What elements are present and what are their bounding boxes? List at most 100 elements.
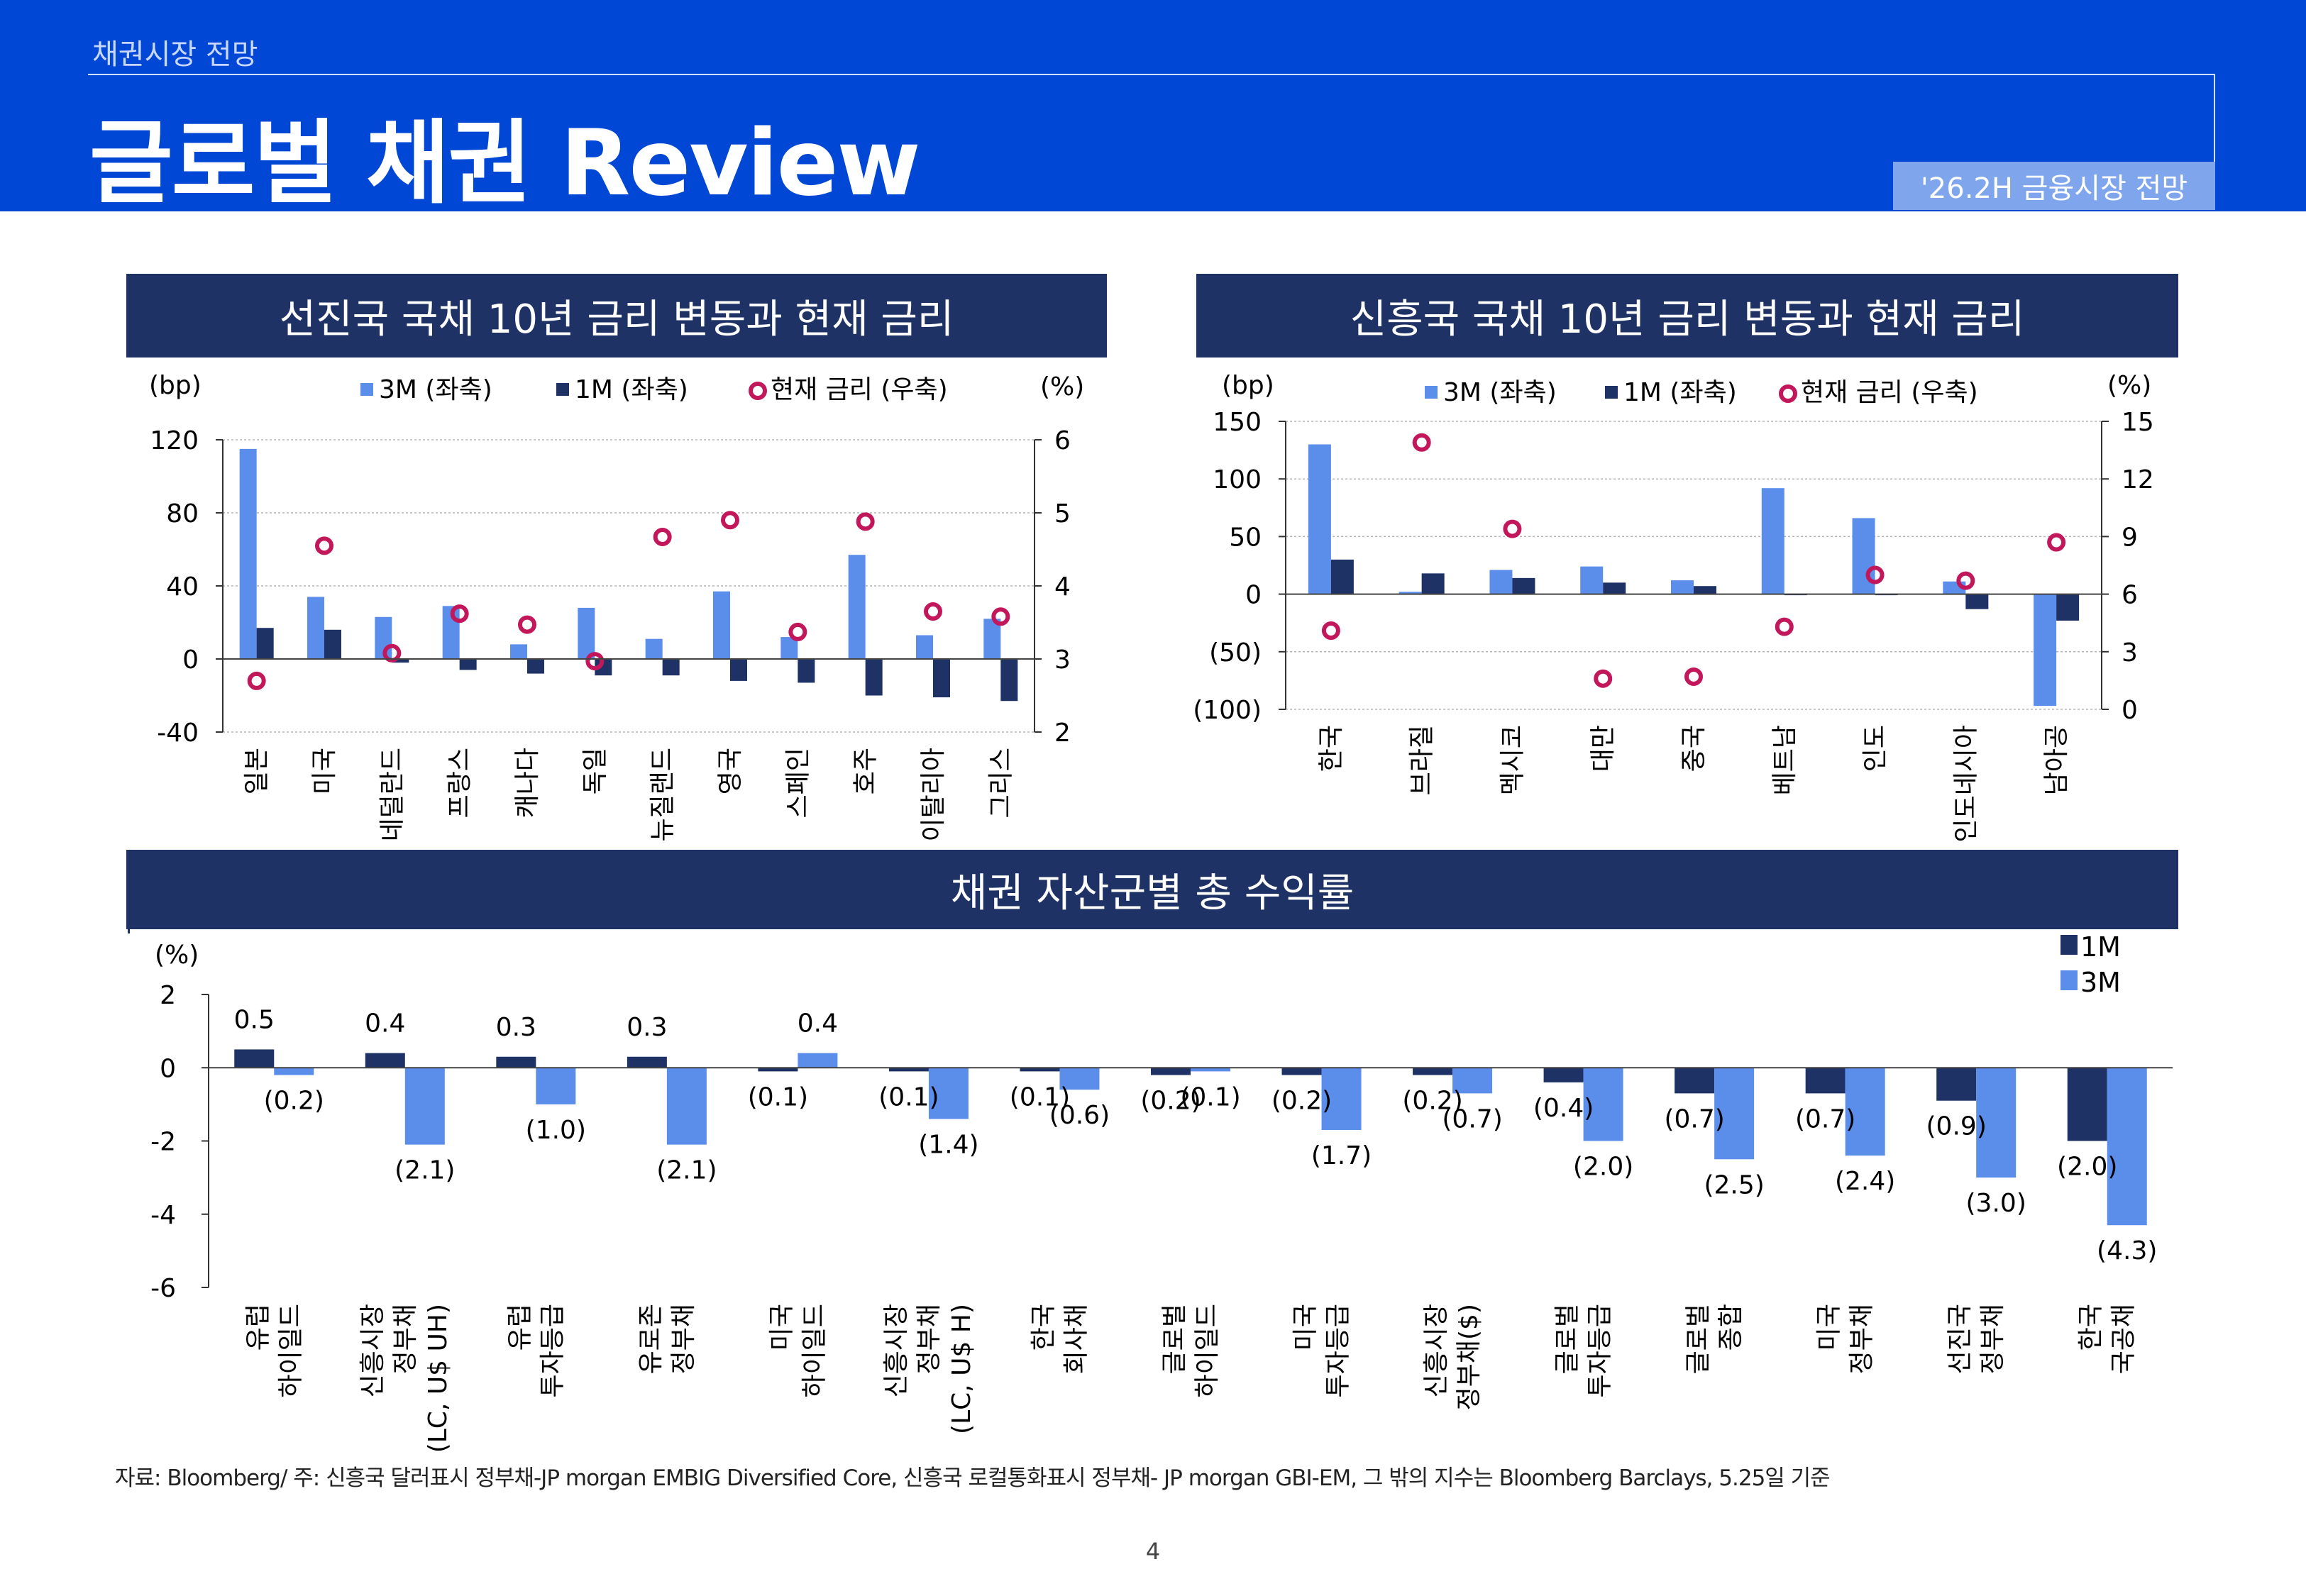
bar-1m — [392, 659, 409, 663]
data-label-3m: (2.1) — [656, 1156, 717, 1185]
bar-3m — [1452, 1068, 1493, 1094]
bar-1m — [365, 1053, 405, 1068]
category-label: 유럽 — [505, 1304, 534, 1351]
bar-3m — [1308, 444, 1331, 594]
data-label-3m: (3.0) — [1966, 1189, 2026, 1218]
data-label-3m: (0.2) — [264, 1087, 324, 1116]
y-tick-label: 2 — [160, 981, 176, 1010]
bar-3m — [404, 1068, 445, 1145]
returns-frame-left — [128, 929, 130, 933]
rate-marker — [788, 622, 807, 641]
data-label-3m: (2.4) — [1835, 1167, 1895, 1196]
legend-label-3m: 3M (좌축) — [379, 375, 492, 404]
left-tick-label: -40 — [157, 719, 199, 748]
rate-marker — [991, 607, 1010, 626]
category-label: 인도네시아 — [1951, 725, 1980, 843]
bar-3m — [2034, 594, 2057, 706]
bar-1m — [1936, 1068, 1977, 1101]
legend-swatch-3m — [1425, 386, 1438, 399]
left-tick-label: 150 — [1213, 408, 1262, 437]
y-tick-label: 0 — [160, 1054, 176, 1083]
right-tick-label: 15 — [2122, 408, 2154, 437]
legend-swatch-1m — [2060, 935, 2078, 955]
data-label-1m: (0.2) — [1402, 1087, 1462, 1116]
legend-marker-rate — [1779, 384, 1797, 403]
category-label: 정부채 — [915, 1304, 944, 1374]
bar-1m — [1020, 1068, 1060, 1072]
category-label: 대만 — [1589, 725, 1618, 772]
category-label: 중국 — [1679, 725, 1709, 772]
bar-1m — [324, 629, 341, 659]
bar-1m — [1421, 573, 1445, 594]
y-tick-label: -2 — [150, 1128, 176, 1157]
rate-marker — [856, 512, 875, 531]
bar-1m — [1675, 1068, 1715, 1094]
category-label: 이탈리아 — [919, 748, 948, 841]
bar-3m — [1845, 1068, 1885, 1156]
rate-marker — [1594, 669, 1613, 688]
category-label: 한국 — [1029, 1304, 1058, 1351]
category-label: 하이일드 — [800, 1304, 829, 1397]
page-number: 4 — [1145, 1538, 1161, 1565]
bar-3m — [713, 591, 730, 659]
bar-3m — [1714, 1068, 1755, 1160]
legend-label-1m: 1M — [2080, 931, 2121, 963]
rate-marker — [518, 615, 536, 634]
legend-label-3m: 3M (좌축) — [1443, 378, 1557, 407]
data-label-3m: (1.0) — [526, 1116, 586, 1145]
bar-3m — [1671, 580, 1694, 594]
bar-1m — [627, 1056, 667, 1068]
right-tick-label: 6 — [2122, 581, 2138, 610]
bar-1m — [865, 659, 883, 696]
bar-3m — [645, 638, 663, 659]
bar-1m — [662, 659, 680, 676]
right-tick-label: 5 — [1054, 499, 1071, 528]
rate-marker — [1684, 667, 1703, 686]
left-tick-label: 40 — [166, 572, 199, 602]
bar-3m — [666, 1068, 707, 1145]
bar-1m — [1543, 1068, 1584, 1082]
report-tag: '26.2H 금융시장 전망 — [1893, 162, 2215, 210]
left-tick-label: 120 — [150, 426, 199, 455]
category-label: 정부채 — [1848, 1304, 1877, 1374]
category-label: 호주 — [851, 748, 881, 794]
category-label: 유로존 — [636, 1304, 666, 1374]
category-label: 한국 — [1317, 725, 1346, 772]
data-label-3m: (2.5) — [1704, 1170, 1764, 1199]
right-tick-label: 2 — [1054, 719, 1071, 748]
category-label: 미국 — [1291, 1304, 1320, 1351]
data-label-1m: (0.1) — [1010, 1082, 1070, 1112]
bar-3m — [983, 619, 1001, 659]
data-label-1m: 0.3 — [627, 1013, 667, 1042]
data-label-3m: (2.0) — [1573, 1153, 1633, 1182]
category-label: 일본 — [243, 748, 272, 794]
bar-1m — [1694, 586, 1716, 594]
data-label-3m: (4.3) — [2097, 1236, 2157, 1265]
data-label-1m: 0.4 — [365, 1009, 405, 1038]
right-tick-label: 0 — [2122, 696, 2138, 725]
bar-1m — [730, 659, 747, 681]
source-note: 자료: Bloomberg/ 주: 신흥국 달러표시 정부채-JP morgan… — [115, 1465, 1831, 1491]
bar-1m — [758, 1068, 798, 1072]
bar-1m — [798, 659, 815, 683]
right-unit: (%) — [2107, 371, 2151, 400]
category-label: (LC, U$ UH) — [424, 1304, 453, 1453]
data-label-1m: (0.2) — [1140, 1087, 1201, 1116]
legend-swatch-1m — [556, 383, 569, 396]
data-label-3m: (2.1) — [395, 1156, 455, 1185]
category-label: 글로벌 — [1553, 1304, 1582, 1374]
bar-3m — [1976, 1068, 2017, 1178]
rate-marker — [1956, 571, 1975, 590]
returns-chart-title: 채권 자산군별 총 수익률 — [126, 850, 2178, 929]
rate-marker — [315, 536, 333, 555]
left-tick-label: 80 — [166, 499, 199, 528]
legend-swatch-1m — [1605, 386, 1618, 399]
bar-1m — [1330, 559, 1354, 594]
data-label-1m: (0.1) — [878, 1082, 939, 1112]
right-tick-label: 9 — [2122, 523, 2138, 552]
data-label-3m: (0.7) — [1442, 1104, 1502, 1134]
data-label-1m: (0.2) — [1271, 1087, 1332, 1116]
bar-1m — [527, 659, 544, 674]
right-tick-label: 3 — [2122, 638, 2138, 667]
